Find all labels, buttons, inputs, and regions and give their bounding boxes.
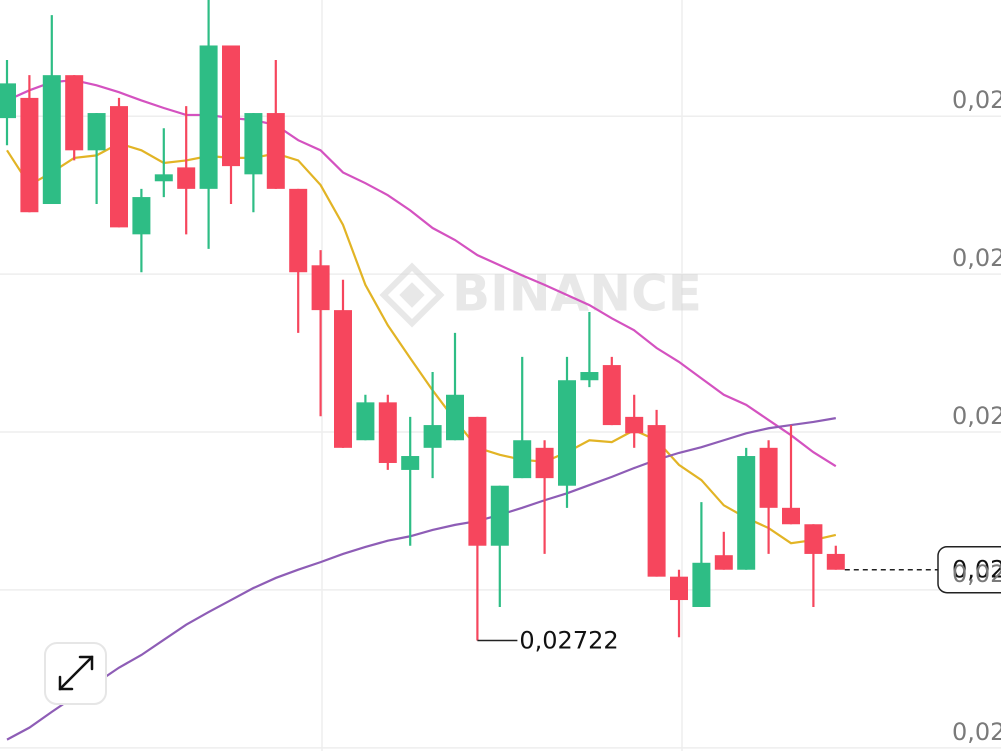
candle-body: [42, 75, 61, 205]
candle-body: [670, 576, 688, 601]
candle-body: [692, 562, 711, 607]
y-tick-label: 0,02: [952, 244, 1001, 272]
candle-body: [0, 83, 16, 119]
candle-body: [110, 106, 128, 228]
candle-body: [625, 416, 644, 434]
candle-body: [20, 97, 39, 213]
candles: [0, 0, 845, 641]
candle-body: [647, 425, 666, 577]
candle-body: [446, 394, 464, 441]
candle-body: [468, 416, 487, 546]
candle-body: [65, 75, 84, 151]
candle-body: [177, 167, 196, 189]
candle-body: [423, 425, 442, 448]
candle-body: [558, 380, 576, 486]
price-axis: 0,020,020,020,020,02: [952, 86, 1001, 746]
candle-body: [87, 113, 106, 151]
candle-body: [311, 265, 330, 311]
candle-body: [378, 402, 397, 463]
candle-body: [826, 553, 845, 570]
expand-button[interactable]: [44, 642, 107, 705]
candle-body: [804, 524, 823, 554]
candle-body: [490, 485, 509, 546]
y-tick-label: 0,02: [952, 402, 1001, 430]
candle-body: [289, 188, 308, 273]
candle-body: [535, 447, 554, 479]
grid: [0, 115, 1001, 749]
watermark-text: BINANCE: [452, 265, 702, 323]
candle-body: [513, 440, 532, 479]
candle-body: [401, 456, 420, 470]
candle-body: [737, 456, 756, 570]
candle-body: [356, 402, 375, 441]
moving-average-line: [6, 417, 836, 741]
moving-average-line: [6, 79, 837, 468]
candle-body: [132, 197, 151, 235]
candle-body: [222, 45, 240, 167]
candle-body: [602, 365, 621, 426]
moving-averages: [6, 79, 837, 741]
candle-body: [266, 113, 285, 189]
candle-body: [782, 507, 800, 525]
candle-body: [334, 310, 352, 448]
moving-average-line: [6, 142, 837, 545]
candle-body: [199, 45, 218, 189]
watermark: BINANCE: [379, 262, 702, 328]
expand-icon: [58, 655, 94, 691]
y-tick-label: 0,02: [952, 86, 1001, 114]
price-label: 0,02: [952, 556, 1001, 584]
candle-body: [759, 447, 778, 508]
candle-body: [580, 372, 599, 381]
price-box: [937, 545, 1001, 594]
overlay: 0,02722 0,02: [477, 545, 1001, 654]
watermark-logo: [379, 262, 445, 328]
candle-body: [154, 174, 173, 182]
y-tick-label: 0,02: [952, 718, 1001, 746]
candle-body: [244, 113, 263, 175]
candle-body: [714, 555, 733, 570]
y-tick-label: 0,02: [952, 560, 1001, 588]
low-label: 0,02722: [519, 626, 618, 654]
